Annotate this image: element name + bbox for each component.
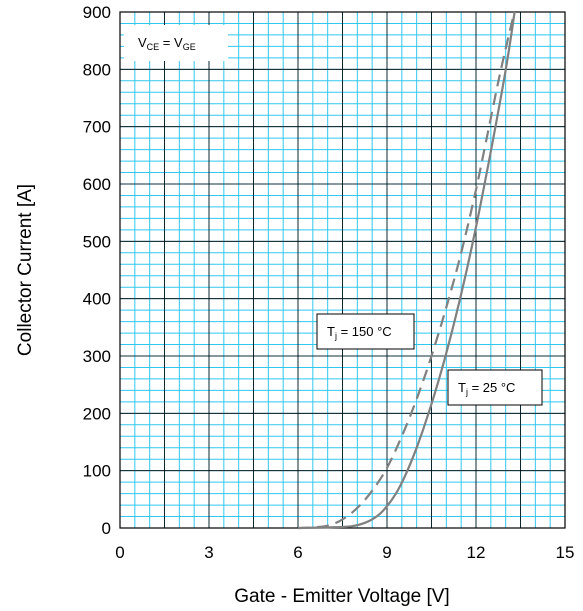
y-tick-label: 0 bbox=[102, 519, 111, 538]
x-tick-labels: 0 3 6 9 12 15 bbox=[115, 543, 574, 562]
curve-tj-150 bbox=[297, 11, 516, 530]
y-tick-label: 900 bbox=[83, 3, 111, 22]
x-tick-label: 15 bbox=[556, 543, 575, 562]
x-axis-title: Gate - Emitter Voltage [V] bbox=[234, 586, 449, 607]
curve-tj-25 bbox=[297, 11, 516, 530]
x-tick-label: 0 bbox=[115, 543, 124, 562]
y-tick-label: 500 bbox=[83, 232, 111, 251]
y-tick-labels: 0 100 200 300 400 500 600 700 800 900 bbox=[83, 3, 111, 538]
y-tick-label: 100 bbox=[83, 462, 111, 481]
x-tick-label: 6 bbox=[293, 543, 302, 562]
curves bbox=[297, 11, 516, 530]
y-axis-title: Collector Current [A] bbox=[15, 184, 36, 356]
x-tick-label: 3 bbox=[204, 543, 213, 562]
x-tick-label: 9 bbox=[382, 543, 391, 562]
svg-text:VCE = VGE: VCE = VGE bbox=[138, 35, 196, 52]
svg-text:Tj = 25 °C: Tj = 25 °C bbox=[458, 380, 515, 397]
y-tick-label: 200 bbox=[83, 404, 111, 423]
y-tick-label: 600 bbox=[83, 175, 111, 194]
annotation-tj-150: Tj = 150 °C bbox=[316, 313, 415, 350]
y-tick-label: 700 bbox=[83, 118, 111, 137]
y-tick-label: 300 bbox=[83, 347, 111, 366]
annotation-vce-vge: VCE = VGE bbox=[124, 25, 228, 61]
y-tick-label: 400 bbox=[83, 290, 111, 309]
annotation-tj-25: Tj = 25 °C bbox=[447, 369, 543, 406]
x-tick-label: 12 bbox=[467, 543, 486, 562]
y-tick-label: 800 bbox=[83, 60, 111, 79]
svg-text:Tj = 150 °C: Tj = 150 °C bbox=[327, 324, 392, 341]
